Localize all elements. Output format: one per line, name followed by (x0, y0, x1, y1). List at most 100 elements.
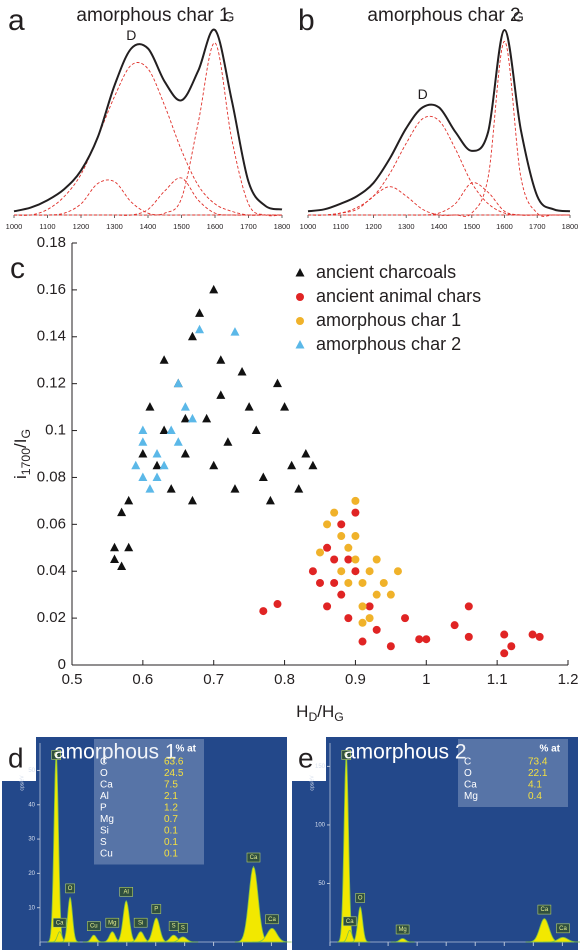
x-tick-label: 1 (422, 671, 430, 688)
peak-label: Ca (346, 919, 354, 925)
panel-title: amorphous char 1 (76, 5, 229, 26)
peak (167, 936, 199, 943)
point (265, 495, 275, 505)
point (358, 578, 367, 587)
point (337, 590, 346, 599)
legend-marker (296, 293, 304, 301)
point (152, 449, 162, 458)
component-line (14, 42, 283, 217)
point (323, 602, 332, 611)
point (159, 355, 169, 364)
point (372, 625, 381, 634)
point (159, 460, 169, 470)
point (365, 567, 374, 576)
peak-label: C (344, 753, 349, 759)
point (251, 425, 261, 435)
point (138, 437, 148, 446)
y-tick-label: 40 (28, 802, 35, 808)
point (308, 567, 317, 576)
point (166, 484, 176, 493)
peak-label: Ca (559, 926, 567, 932)
panel-title: amorphous char 2 (367, 5, 520, 26)
peak-label: S (172, 924, 176, 930)
label-part: /I (11, 439, 30, 448)
y-tick-label: 0.16 (37, 281, 66, 298)
point (351, 508, 360, 517)
legend-label: amorphous char 1 (316, 310, 461, 330)
point (195, 308, 205, 317)
table-element: Al (100, 791, 109, 802)
peak-label: O (358, 895, 363, 901)
point (258, 472, 268, 481)
plot-background (292, 737, 578, 950)
letter-box (292, 737, 326, 781)
plot-background (2, 737, 287, 950)
point (166, 425, 176, 435)
point (159, 425, 169, 435)
label-part: i (11, 475, 30, 479)
table-element: Si (100, 826, 109, 837)
point (138, 425, 148, 435)
point (216, 390, 226, 399)
point (337, 567, 346, 576)
point (344, 578, 353, 587)
axis-label: HD/HG (296, 702, 344, 724)
table-element: O (100, 768, 108, 779)
point (351, 496, 360, 505)
point (351, 555, 360, 564)
x-tick-label: 1800 (562, 222, 579, 231)
y-axis-label: cps/eV (309, 775, 315, 791)
y-tick-label: 0.14 (37, 328, 66, 345)
table-box (458, 739, 568, 807)
x-tick-label: 1000 (300, 222, 317, 231)
y-tick-label: 0.08 (37, 468, 66, 485)
table-value: 0.4 (528, 791, 542, 802)
point (450, 621, 459, 630)
point (323, 520, 332, 529)
point (337, 520, 346, 529)
peak-label-box (133, 917, 148, 928)
point (535, 632, 544, 641)
point (131, 460, 141, 470)
y-tick-label: 50 (28, 768, 35, 774)
point (344, 614, 353, 623)
x-tick-label: 1200 (365, 222, 382, 231)
table-element: Cu (100, 849, 113, 860)
table-box (94, 739, 204, 865)
peak (543, 936, 580, 943)
table-value: 24.5 (164, 768, 184, 779)
table-value: 1.2 (164, 803, 178, 814)
point (393, 567, 402, 576)
x-tick-label: 1500 (173, 222, 190, 231)
peak-annotation: D (418, 86, 428, 102)
point (464, 602, 473, 611)
peak-label-box (265, 914, 279, 925)
table-element: C (100, 757, 107, 768)
peak-label: Si (138, 920, 143, 926)
point (180, 402, 190, 411)
point (117, 561, 127, 571)
table-element: O (464, 768, 472, 779)
table-element: P (100, 803, 107, 814)
peak-annotation: G (513, 9, 524, 25)
peak-label: Ca (56, 920, 64, 926)
point (464, 632, 473, 641)
point (500, 649, 509, 658)
table-value: 0.7 (164, 814, 178, 825)
peak (252, 927, 292, 943)
x-tick-label: 0.8 (274, 671, 295, 688)
x-tick-label: 1200 (73, 222, 90, 231)
peak-label: Ca (541, 907, 549, 913)
panel-title: amorphous 1 (54, 741, 177, 764)
peak-label-box (355, 893, 366, 903)
y-tick-label: 30 (28, 837, 35, 843)
y-tick-label: 0.18 (37, 234, 66, 251)
x-tick-label: 1.2 (558, 671, 579, 688)
table-value: 7.5 (164, 780, 178, 791)
point (216, 355, 226, 364)
point (110, 542, 120, 552)
panel-title: amorphous 2 (344, 741, 467, 764)
spectrum-line (307, 28, 571, 213)
spectrum-line (13, 28, 283, 213)
x-tick-label: 0.5 (62, 671, 83, 688)
